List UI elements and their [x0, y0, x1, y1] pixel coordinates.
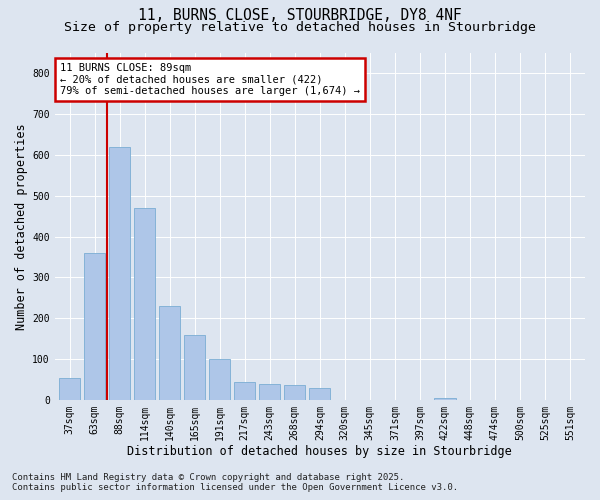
Bar	[309, 388, 331, 400]
Bar	[434, 398, 455, 400]
Y-axis label: Number of detached properties: Number of detached properties	[15, 123, 28, 330]
Bar	[59, 378, 80, 400]
Bar	[134, 208, 155, 400]
Bar	[284, 384, 305, 400]
Bar	[109, 146, 130, 400]
Text: Contains HM Land Registry data © Crown copyright and database right 2025.
Contai: Contains HM Land Registry data © Crown c…	[12, 473, 458, 492]
Bar	[184, 335, 205, 400]
Text: Size of property relative to detached houses in Stourbridge: Size of property relative to detached ho…	[64, 22, 536, 35]
Bar	[234, 382, 256, 400]
Text: 11 BURNS CLOSE: 89sqm
← 20% of detached houses are smaller (422)
79% of semi-det: 11 BURNS CLOSE: 89sqm ← 20% of detached …	[60, 63, 360, 96]
Text: 11, BURNS CLOSE, STOURBRIDGE, DY8 4NF: 11, BURNS CLOSE, STOURBRIDGE, DY8 4NF	[138, 8, 462, 22]
Bar	[209, 360, 230, 400]
Bar	[259, 384, 280, 400]
Bar	[159, 306, 181, 400]
Bar	[84, 253, 106, 400]
X-axis label: Distribution of detached houses by size in Stourbridge: Distribution of detached houses by size …	[127, 444, 512, 458]
